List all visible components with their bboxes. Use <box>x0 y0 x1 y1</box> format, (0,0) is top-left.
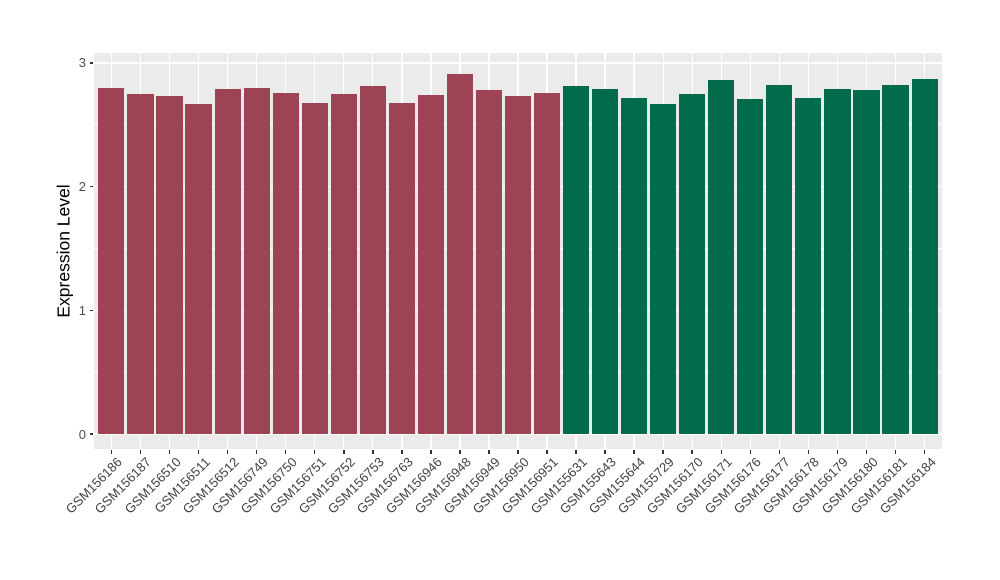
bar-GSM156187 <box>127 93 154 435</box>
x-tick-mark <box>923 450 926 454</box>
bar-GSM156763 <box>388 102 415 435</box>
bar-GSM156753 <box>359 86 386 435</box>
x-tick-mark <box>430 450 432 454</box>
y-tick-label: 1 <box>78 302 86 318</box>
x-tick-mark <box>313 450 316 454</box>
bar-GSM156750 <box>272 92 299 435</box>
y-tick-label: 0 <box>78 426 86 442</box>
x-tick-mark <box>197 450 200 454</box>
bar-GSM156510 <box>156 96 183 435</box>
x-tick-mark <box>633 450 635 454</box>
bar-GSM156181 <box>882 85 909 435</box>
x-tick-mark <box>343 450 345 454</box>
bar-GSM156186 <box>98 87 125 435</box>
x-tick-mark <box>110 450 113 454</box>
x-tick-mark <box>226 450 229 454</box>
x-tick-mark <box>807 450 810 454</box>
bar-GSM155643 <box>592 88 619 435</box>
bar-GSM156178 <box>795 97 822 435</box>
bar-GSM156751 <box>301 102 328 435</box>
x-tick-mark <box>459 450 461 454</box>
x-tick-mark <box>255 450 258 454</box>
y-tick-label: 2 <box>78 179 86 195</box>
x-tick-mark <box>662 450 664 454</box>
bar-GSM156171 <box>708 80 735 435</box>
y-tick-mark <box>90 309 93 312</box>
bar-GSM156180 <box>853 90 880 435</box>
x-tick-mark <box>168 450 171 454</box>
x-tick-mark <box>749 450 752 454</box>
x-tick-mark <box>720 450 723 454</box>
y-tick-mark <box>90 185 93 188</box>
plot-panel <box>94 53 942 449</box>
x-tick-mark <box>691 450 693 454</box>
x-tick-mark <box>836 450 839 454</box>
x-tick-mark <box>604 450 606 454</box>
x-tick-mark <box>894 450 897 454</box>
bar-GSM156177 <box>766 85 793 435</box>
bar-GSM156512 <box>214 88 241 435</box>
bar-GSM155631 <box>563 86 590 435</box>
x-tick-mark <box>546 450 548 454</box>
bar-GSM156179 <box>824 88 851 435</box>
x-tick-mark <box>284 450 287 454</box>
bar-GSM156948 <box>446 74 473 435</box>
y-tick-mark <box>90 433 93 435</box>
x-tick-mark <box>488 450 490 454</box>
x-tick-mark <box>372 450 374 454</box>
bar-GSM156511 <box>185 103 212 435</box>
bar-GSM156170 <box>679 93 706 435</box>
bar-GSM156752 <box>330 93 357 435</box>
x-tick-mark <box>575 450 577 454</box>
x-tick-mark <box>778 450 781 454</box>
bar-GSM156951 <box>533 92 561 435</box>
bar-GSM156749 <box>243 87 270 435</box>
x-tick-mark <box>517 450 519 454</box>
bar-GSM156946 <box>417 95 444 435</box>
x-tick-mark <box>865 450 868 454</box>
bar-GSM155644 <box>621 97 648 435</box>
bar-GSM156176 <box>737 98 764 435</box>
y-tick-mark <box>90 62 93 64</box>
bar-GSM155729 <box>650 103 677 435</box>
bar-GSM156950 <box>504 96 532 435</box>
x-tick-mark <box>139 450 142 454</box>
bar-GSM156184 <box>911 78 938 435</box>
y-axis-title: Expression Level <box>53 184 74 318</box>
y-tick-label: 3 <box>78 55 86 71</box>
x-tick-mark <box>401 450 403 454</box>
bar-GSM156949 <box>475 90 502 435</box>
